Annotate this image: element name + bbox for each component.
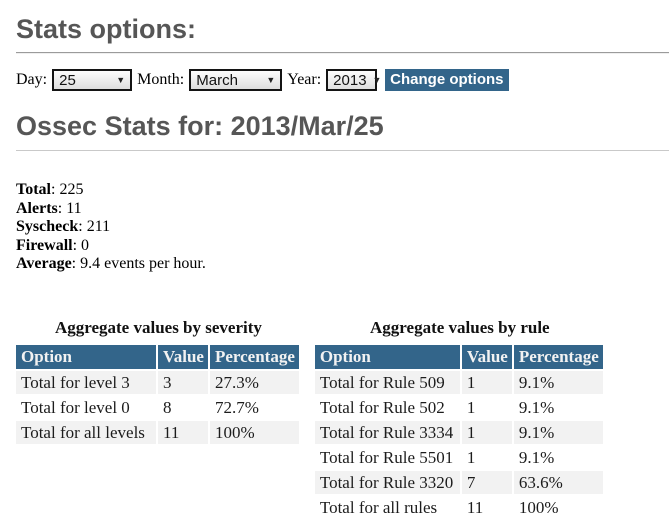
divider-dark	[16, 52, 669, 54]
severity-table-caption: Aggregate values by severity	[54, 317, 262, 337]
stats-options-form: Day: 25 ▼ Month: March ▼ Year: 2013 ▼ Ch…	[16, 69, 671, 91]
summary-value: 0	[81, 236, 90, 254]
year-select-value: 2013	[333, 71, 367, 89]
summary-label: Alerts	[16, 199, 58, 217]
table-row: Total for level 0 8 72.7%	[16, 396, 299, 419]
option-cell: Total for all levels	[16, 420, 156, 444]
severity-table-wrap: Aggregate values by severity Option Valu…	[16, 318, 301, 446]
severity-table: Option Value Percentage Total for level …	[14, 343, 301, 446]
summary-label: Total	[16, 181, 51, 198]
option-cell: Total for all rules	[319, 497, 438, 517]
month-label: Month:	[137, 71, 185, 88]
chevron-down-icon: ▼	[116, 74, 126, 85]
table-row: Total for level 3 3 27.3%	[16, 370, 299, 394]
table-header-row: Option Value Percentage	[16, 344, 299, 369]
day-select[interactable]: 25 ▼	[52, 69, 133, 91]
summary-line-average: Average: 9.4 events per hour.	[16, 255, 206, 272]
table-row: Total for Rule 5501 1 9.1%	[315, 446, 603, 469]
value-cell: 1	[466, 397, 476, 417]
summary-line-syscheck: Syscheck: 211	[16, 218, 111, 235]
year-select[interactable]: 2013 ▼	[326, 69, 381, 91]
summary-value: 9.4 events per hour.	[80, 255, 206, 272]
summary-label: Syscheck	[16, 218, 79, 235]
option-column-header: Option	[16, 344, 156, 369]
table-row: Total for all rules 11 100%	[315, 496, 603, 519]
value-cell: 11	[466, 497, 484, 517]
rule-table-wrap: Aggregate values by rule Option Value Pe…	[313, 317, 605, 521]
table-row: Total for Rule 509 1 9.1%	[314, 370, 603, 394]
percentage-cell: 9.1%	[518, 397, 555, 417]
value-cell: 7	[461, 470, 512, 494]
summary-line-alerts: Alerts: 11	[16, 199, 82, 217]
rule-table: Option Value Percentage Total for Rule 5…	[313, 343, 605, 521]
change-options-button[interactable]: Change options	[385, 69, 509, 91]
day-label: Day:	[16, 71, 48, 88]
option-cell: Total for level 3	[16, 370, 156, 394]
percentage-cell: 100%	[518, 497, 559, 517]
day-select-value: 25	[59, 71, 76, 89]
month-select[interactable]: March ▼	[189, 69, 283, 91]
option-cell: Total for Rule 3320	[314, 470, 460, 494]
summary-label: Firewall	[16, 236, 73, 254]
value-column-header: Value	[461, 344, 512, 369]
table-row: Total for Rule 502 1 9.1%	[315, 396, 603, 419]
value-column-header: Value	[158, 344, 208, 369]
rule-table-caption: Aggregate values by rule	[370, 317, 550, 337]
percentage-column-header: Percentage	[209, 344, 299, 369]
value-cell: 3	[158, 370, 208, 394]
value-cell: 1	[461, 420, 512, 444]
value-cell: 11	[158, 420, 208, 444]
summary-block: Total: 225 Alerts: 11 Syscheck: 211 Fire…	[16, 181, 671, 274]
option-cell: Total for Rule 502	[319, 397, 445, 417]
stats-for-heading: Ossec Stats for: 2013/Mar/25	[16, 111, 384, 141]
option-cell: Total for Rule 509	[314, 370, 460, 394]
table-row: Total for all levels 11 100%	[16, 420, 299, 444]
chevron-down-icon: ▼	[266, 74, 276, 85]
summary-value: 211	[86, 218, 111, 235]
summary-value: 225	[59, 181, 84, 198]
stats-options-heading: Stats options:	[16, 14, 196, 44]
summary-value: 11	[66, 199, 82, 217]
year-label: Year:	[287, 71, 322, 88]
chevron-down-icon: ▼	[372, 74, 382, 85]
percentage-cell: 72.7%	[214, 397, 259, 417]
aggregate-tables-row: Aggregate values by severity Option Valu…	[16, 318, 671, 521]
percentage-cell: 9.1%	[513, 370, 603, 394]
percentage-cell: 100%	[209, 420, 299, 444]
value-cell: 1	[461, 370, 512, 394]
table-row: Total for Rule 3320 7 63.6%	[314, 470, 603, 494]
option-cell: Total for level 0	[21, 397, 130, 417]
table-header-row: Option Value Percentage	[314, 344, 603, 369]
table-row: Total for Rule 3334 1 9.1%	[314, 420, 603, 444]
percentage-cell: 63.6%	[513, 470, 603, 494]
percentage-cell: 9.1%	[513, 420, 603, 444]
option-cell: Total for Rule 5501	[319, 447, 454, 467]
option-column-header: Option	[314, 344, 460, 369]
percentage-column-header: Percentage	[513, 344, 603, 369]
value-cell: 1	[466, 447, 476, 467]
summary-line-total: Total: 225	[16, 181, 84, 198]
month-select-value: March	[196, 71, 238, 89]
percentage-cell: 9.1%	[518, 447, 555, 467]
option-cell: Total for Rule 3334	[314, 420, 460, 444]
summary-line-firewall: Firewall: 0	[16, 236, 90, 254]
divider-light	[16, 150, 669, 151]
summary-label: Average	[16, 255, 72, 272]
value-cell: 8	[163, 397, 172, 417]
percentage-cell: 27.3%	[209, 370, 299, 394]
